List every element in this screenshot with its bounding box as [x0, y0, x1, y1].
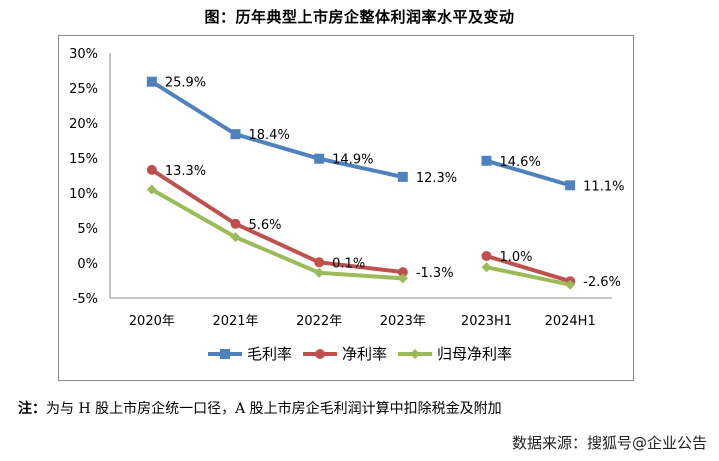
data-label: -1.3% — [416, 266, 454, 281]
data-point — [397, 171, 408, 182]
data-point — [397, 267, 408, 278]
data-point — [146, 76, 157, 87]
data-point — [314, 267, 325, 278]
legend-label: 净利率 — [341, 345, 387, 363]
x-tick-label: 2022年 — [296, 314, 342, 329]
data-label: 11.1% — [583, 179, 624, 194]
y-tick-label: 5% — [77, 222, 98, 237]
legend: 毛利率 净利率 归母净利率 — [0, 343, 719, 364]
data-point — [565, 279, 576, 290]
footnote: 注：为与 H 股上市房企统一口径，A 股上市房企毛利润计算中扣除税金及附加 — [18, 398, 502, 418]
data-point — [565, 180, 576, 191]
data-source: 数据来源：搜狐号@企业公告 — [511, 434, 707, 452]
y-tick-label: 30% — [69, 47, 98, 62]
legend-label: 毛利率 — [246, 345, 292, 363]
legend-item: 归母净利率 — [397, 343, 512, 364]
y-tick-label: 15% — [69, 152, 98, 167]
data-label: -2.6% — [583, 275, 621, 290]
series-line-0 — [150, 80, 404, 179]
data-label: 13.3% — [165, 164, 206, 179]
y-tick-label: 25% — [69, 82, 98, 97]
legend-swatch-icon — [398, 348, 432, 359]
legend-swatch-icon — [302, 348, 337, 359]
y-tick-label: 0% — [77, 257, 98, 272]
data-label: 25.9% — [165, 76, 206, 91]
chart-title: 图：历年典型上市房企整体利润率水平及变动 — [204, 8, 515, 26]
data-label: 1.0% — [500, 250, 533, 265]
x-tick-label: 2020年 — [129, 314, 175, 329]
legend-swatch-icon — [207, 348, 242, 359]
chart-frame — [58, 35, 634, 381]
data-point — [230, 218, 241, 229]
y-tick-label: 10% — [69, 187, 98, 202]
data-point — [230, 232, 241, 243]
data-label: 5.6% — [249, 218, 282, 233]
data-point — [230, 129, 241, 140]
series-line-0 — [485, 158, 571, 188]
data-point — [481, 251, 492, 261]
data-label: 12.3% — [416, 171, 457, 186]
y-tick-label: -5% — [73, 292, 98, 307]
data-point — [314, 153, 325, 164]
series-line-1 — [150, 168, 404, 275]
data-point — [481, 262, 492, 273]
data-label: 18.4% — [249, 128, 290, 143]
data-point — [397, 273, 408, 284]
legend-item: 毛利率 — [207, 343, 292, 364]
data-label: 14.6% — [500, 155, 541, 170]
x-tick-label: 2024H1 — [545, 314, 596, 329]
footnote-prefix: 注： — [18, 401, 46, 417]
y-tick-label: 20% — [69, 117, 98, 132]
footnote-text: 为与 H 股上市房企统一口径，A 股上市房企毛利润计算中扣除税金及附加 — [46, 401, 502, 417]
data-point — [146, 164, 157, 175]
data-point — [146, 184, 157, 195]
x-tick-label: 2021年 — [212, 314, 258, 329]
series-line-1 — [485, 254, 571, 284]
x-tick-label: 2023H1 — [461, 314, 512, 329]
series-line-2 — [150, 187, 403, 281]
x-tick-label: 2023年 — [380, 314, 426, 329]
series-line-2 — [486, 265, 571, 287]
data-label: 0.1% — [332, 256, 365, 271]
legend-item: 净利率 — [302, 343, 387, 364]
legend-label: 归母净利率 — [437, 345, 513, 363]
data-label: 14.9% — [332, 153, 373, 168]
data-point — [481, 155, 492, 166]
data-point — [314, 257, 325, 268]
